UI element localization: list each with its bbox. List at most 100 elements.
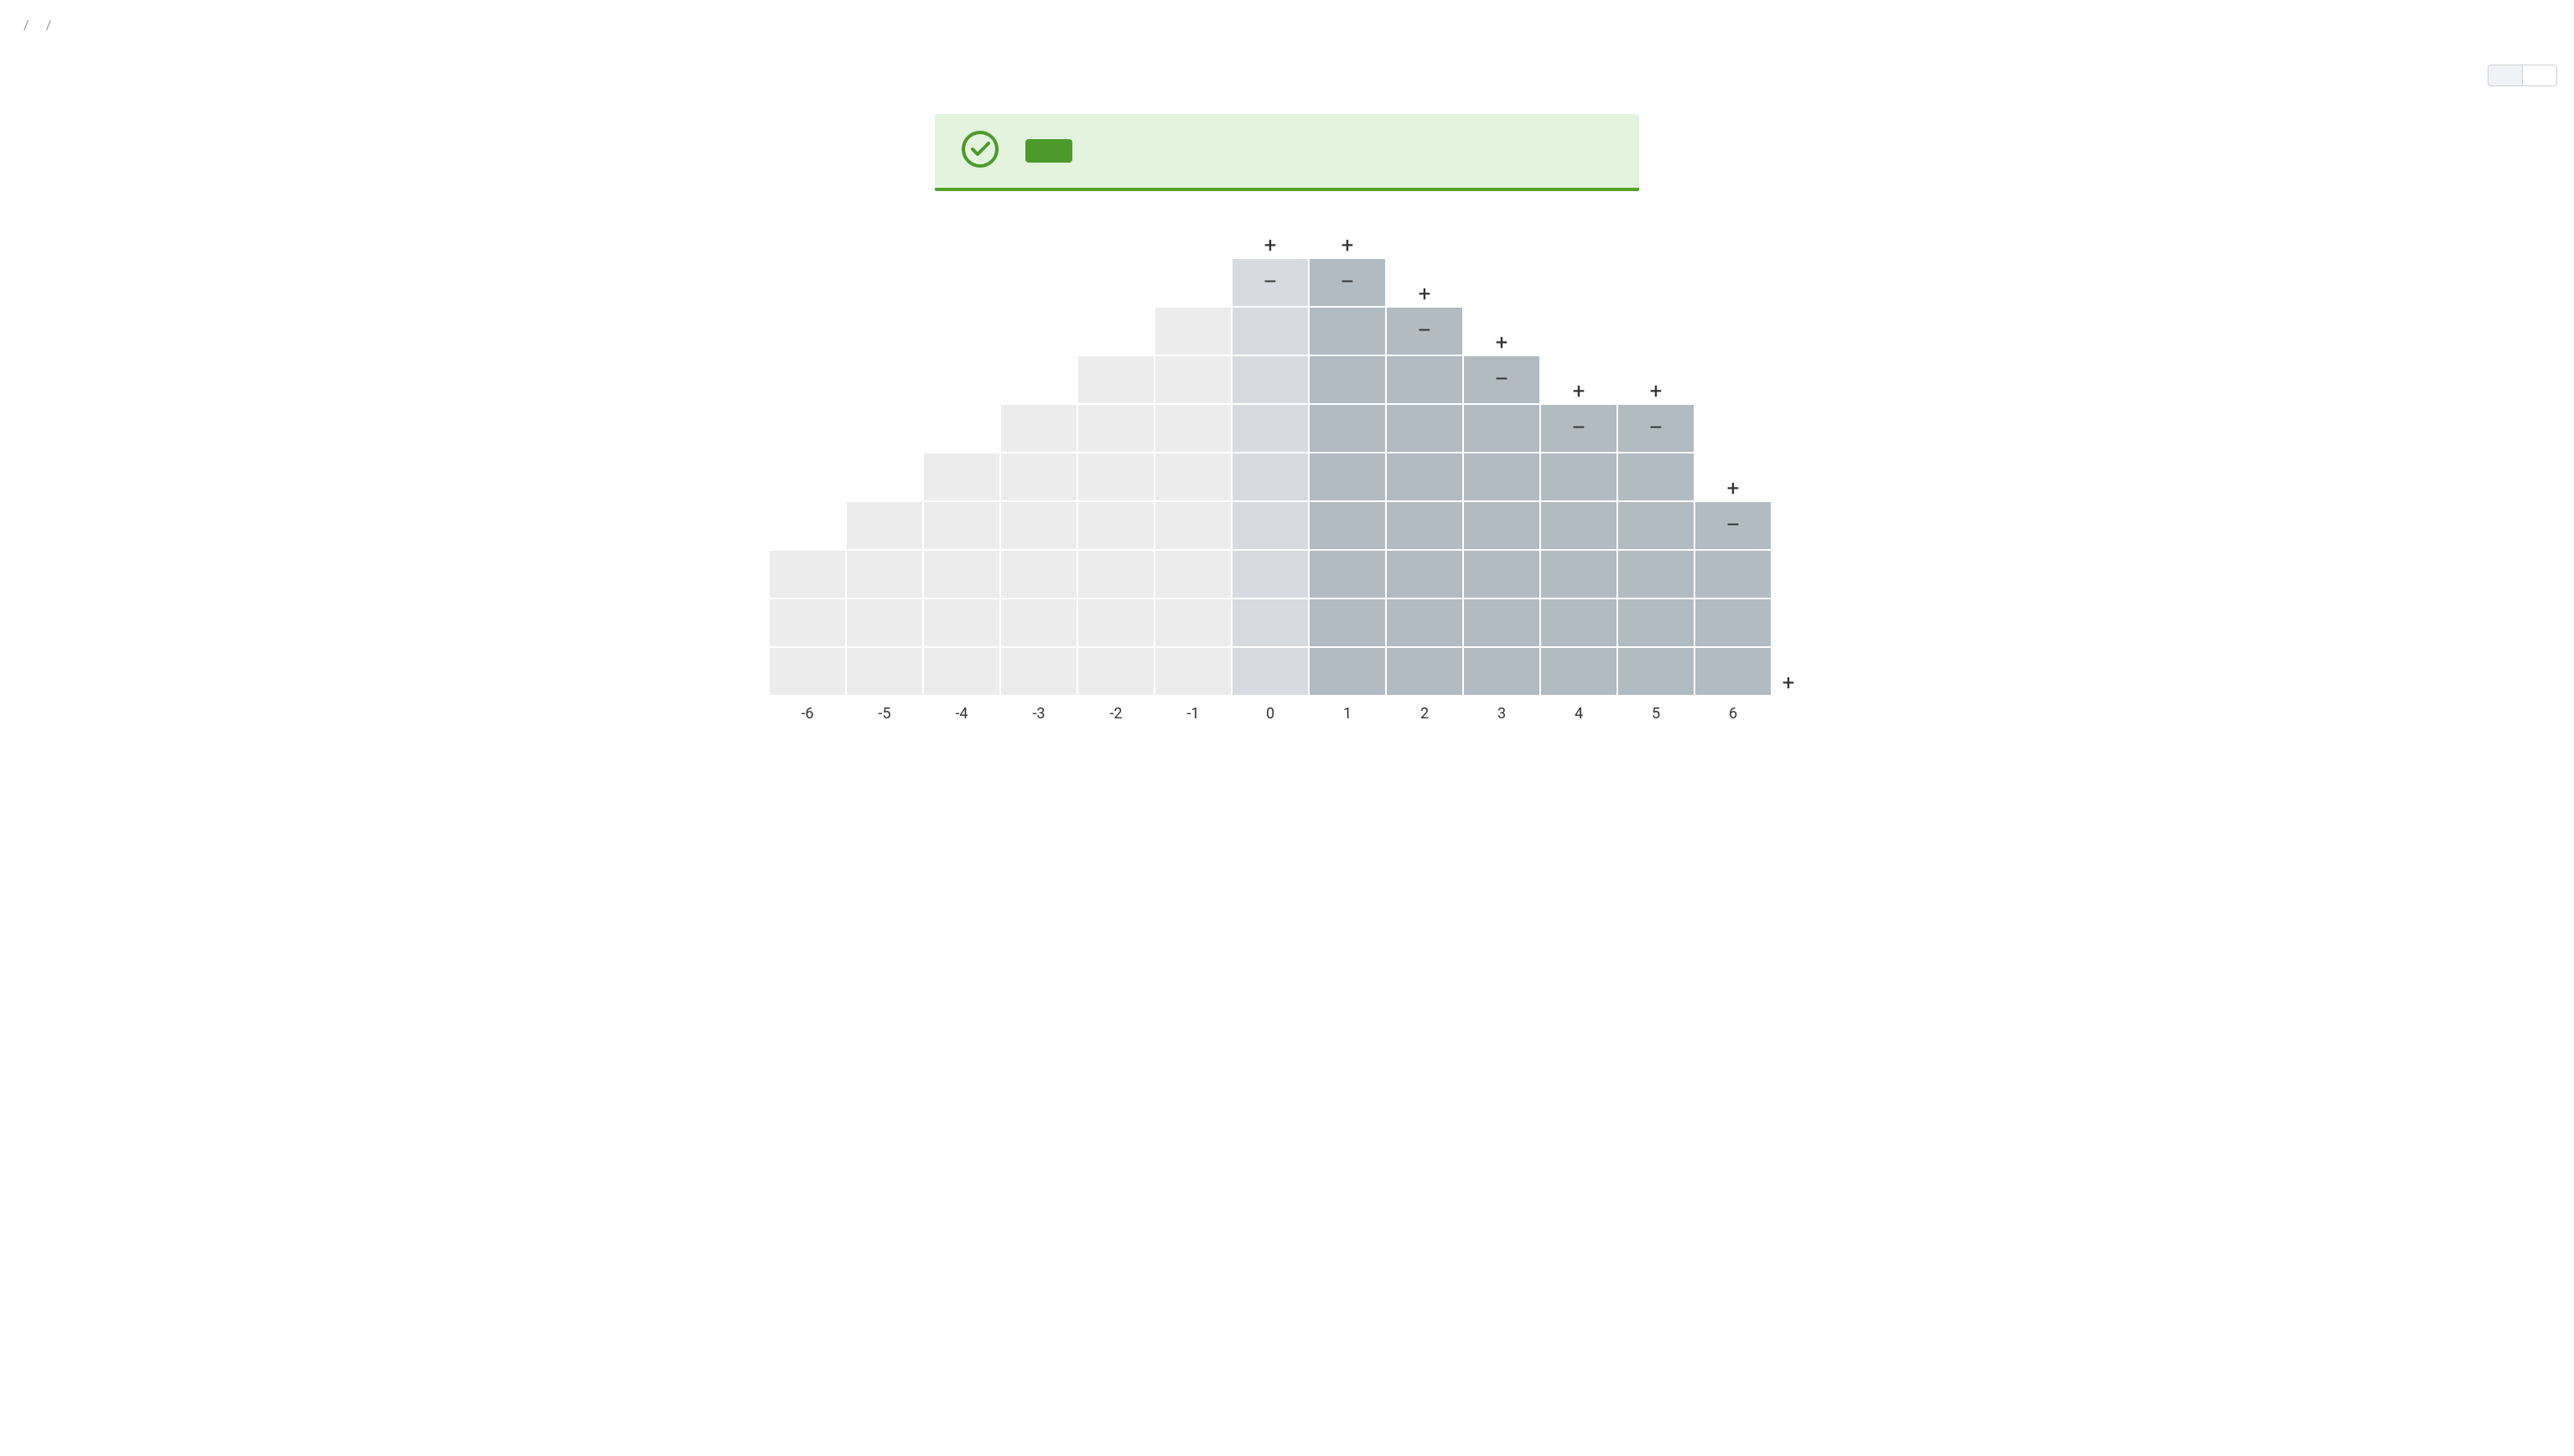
- qsort-column: -4: [923, 453, 1000, 726]
- column-rank-label: -1: [1186, 701, 1199, 726]
- chart-wrap: -6-5-4-3-2-1+–0+–1+–2+–3+–4+–5+–6+: [17, 233, 2557, 726]
- grid-cell: [1077, 404, 1155, 453]
- remove-cell-button[interactable]: –: [1309, 258, 1386, 307]
- grid-cell: [1617, 501, 1694, 550]
- grid-cell: [1309, 404, 1386, 453]
- qsort-column: -3: [1000, 404, 1077, 726]
- grid-cell: [1232, 355, 1309, 404]
- grid-cell: [1463, 647, 1540, 696]
- column-rank-label: 3: [1497, 701, 1506, 726]
- grid-cell: [1155, 647, 1232, 696]
- grid-cell: [1155, 307, 1232, 355]
- qsort-column: +–0: [1232, 233, 1309, 726]
- add-cell-button[interactable]: +: [1232, 233, 1309, 258]
- grid-cell: [1463, 404, 1540, 453]
- grid-cell: [1155, 550, 1232, 598]
- banner-stats: [1098, 145, 1131, 162]
- grid-cell: [1463, 501, 1540, 550]
- grid-cell: [1155, 501, 1232, 550]
- remove-cell-button[interactable]: –: [1232, 258, 1309, 307]
- grid-cell: [769, 550, 846, 598]
- qsort-column: -1: [1155, 307, 1232, 726]
- grid-cell: [1540, 453, 1617, 501]
- grid-cell: [1694, 598, 1772, 647]
- grid-cell: [1232, 550, 1309, 598]
- grid-cell: [1155, 598, 1232, 647]
- view-completed-study-button[interactable]: [1025, 139, 1072, 163]
- add-cell-button[interactable]: +: [1617, 379, 1694, 404]
- breadcrumb: / /: [17, 17, 2557, 33]
- header-row: [17, 58, 2557, 89]
- grid-cell: [1077, 355, 1155, 404]
- remove-cell-button[interactable]: –: [1386, 307, 1463, 355]
- grid-cell: [1386, 598, 1463, 647]
- grid-cell: [1000, 550, 1077, 598]
- breadcrumb-sep: /: [23, 17, 29, 33]
- add-cell-button[interactable]: +: [1540, 379, 1617, 404]
- grid-cell: [1309, 355, 1386, 404]
- grid-cell: [923, 501, 1000, 550]
- toggle-bottom-based[interactable]: [2488, 65, 2522, 85]
- grid-cell: [1386, 501, 1463, 550]
- grid-cell: [1694, 647, 1772, 696]
- remove-cell-button[interactable]: –: [1540, 404, 1617, 453]
- grid-cell: [1077, 598, 1155, 647]
- grid-cell: [1309, 501, 1386, 550]
- grid-cell: [1617, 453, 1694, 501]
- grid-cell: [1232, 404, 1309, 453]
- grid-cell: [1386, 453, 1463, 501]
- grid-cell: [923, 647, 1000, 696]
- grid-cell: [1386, 647, 1463, 696]
- grid-cell: [1694, 550, 1772, 598]
- grid-cell: [1000, 453, 1077, 501]
- grid-cell: [1309, 453, 1386, 501]
- column-rank-label: 6: [1729, 701, 1737, 726]
- grid-cell: [1232, 501, 1309, 550]
- column-rank-label: 2: [1420, 701, 1429, 726]
- grid-cell: [1232, 598, 1309, 647]
- grid-cell: [1000, 404, 1077, 453]
- grid-cell: [769, 647, 846, 696]
- grid-cell: [1540, 550, 1617, 598]
- remove-cell-button[interactable]: –: [1463, 355, 1540, 404]
- grid-cell: [923, 453, 1000, 501]
- grid-cell: [1540, 501, 1617, 550]
- grid-cell: [923, 598, 1000, 647]
- column-rank-label: -5: [878, 701, 890, 726]
- grid-cell: [1000, 501, 1077, 550]
- add-cell-button[interactable]: +: [1309, 233, 1386, 258]
- remove-cell-button[interactable]: –: [1694, 501, 1772, 550]
- grid-cell: [1232, 307, 1309, 355]
- column-rank-label: -4: [955, 701, 968, 726]
- add-cell-button[interactable]: +: [1386, 282, 1463, 307]
- grid-area: -6-5-4-3-2-1+–0+–1+–2+–3+–4+–5+–6+: [769, 233, 1805, 726]
- grid-cell: [1463, 453, 1540, 501]
- qsort-column: +– 2: [1386, 282, 1463, 726]
- toggle-top-based[interactable]: [2522, 65, 2556, 85]
- qsort-column: -5: [846, 501, 923, 726]
- add-column-button[interactable]: +: [1772, 671, 1805, 696]
- column-rank-label: 1: [1343, 701, 1352, 726]
- add-cell-button[interactable]: +: [1694, 476, 1772, 501]
- grid-cell: [769, 598, 846, 647]
- banner-wrap: [17, 114, 2557, 191]
- qsort-column: -2: [1077, 355, 1155, 726]
- qsort-column: +–4: [1540, 379, 1617, 726]
- column-rank-label: -6: [801, 701, 813, 726]
- grid-cell: [1386, 404, 1463, 453]
- add-cell-button[interactable]: +: [1463, 330, 1540, 355]
- grid-cell: [1155, 355, 1232, 404]
- column-rank-label: -2: [1109, 701, 1122, 726]
- grid-cell: [1077, 453, 1155, 501]
- grid-cell: [1386, 550, 1463, 598]
- grid-cell: [1309, 307, 1386, 355]
- remove-cell-button[interactable]: –: [1617, 404, 1694, 453]
- qsort-column: -6: [769, 550, 846, 726]
- qsort-chart: -6-5-4-3-2-1+–0+–1+–2+–3+–4+–5+–6+: [769, 233, 1805, 726]
- qsort-column: +– 6: [1694, 476, 1772, 726]
- grid-cell: [1540, 598, 1617, 647]
- grid-cell: [1386, 355, 1463, 404]
- breadcrumb-sep: /: [46, 17, 52, 33]
- grid-cell: [1077, 647, 1155, 696]
- grid-cell: [846, 647, 923, 696]
